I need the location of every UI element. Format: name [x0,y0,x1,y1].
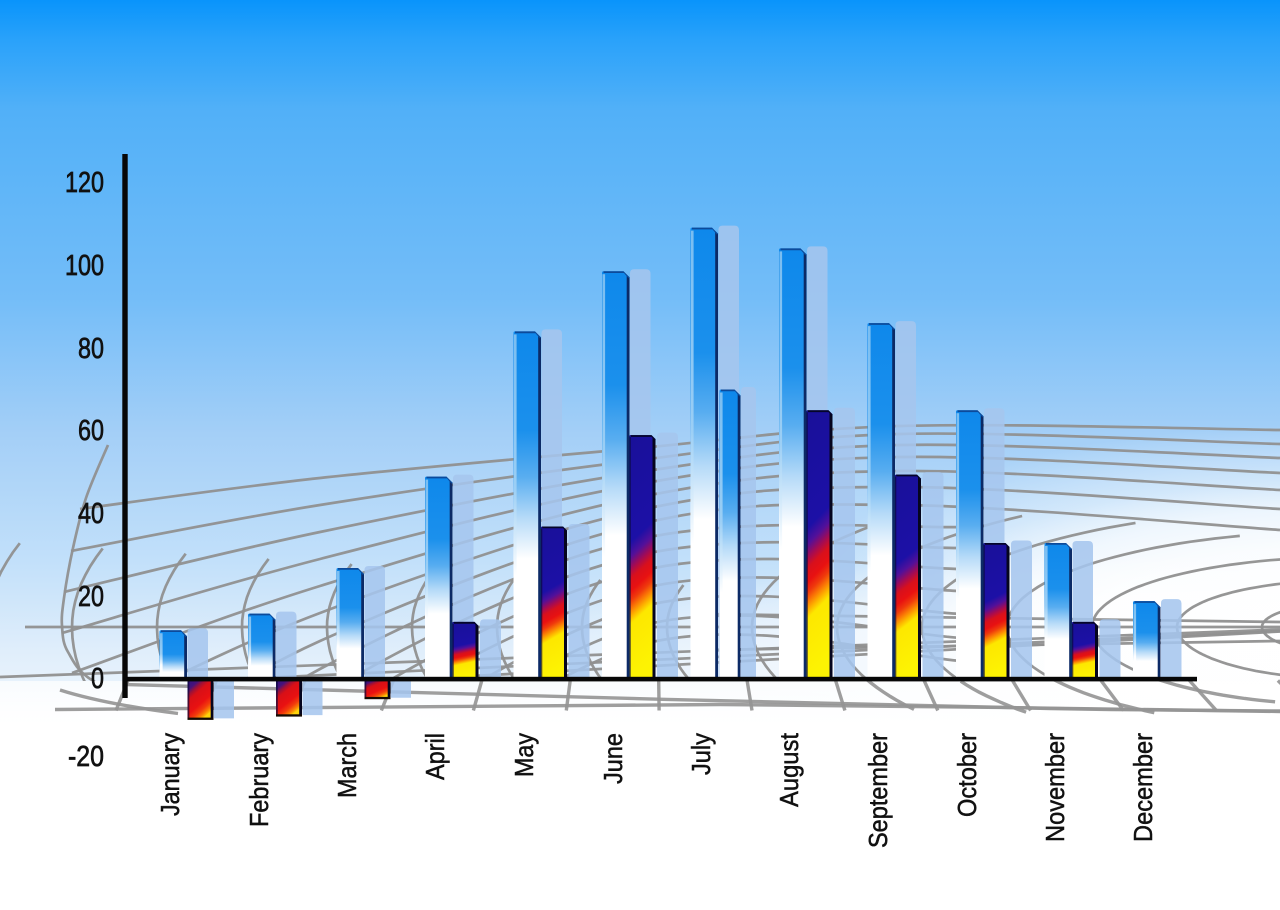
svg-text:60: 60 [78,415,104,447]
svg-text:100: 100 [65,250,104,282]
svg-text:February: February [244,733,274,827]
svg-text:June: June [598,733,628,784]
svg-text:July: July [686,733,716,775]
svg-text:-20: -20 [68,741,104,773]
svg-text:September: September [863,733,893,848]
svg-text:November: November [1040,733,1070,842]
svg-text:0: 0 [91,663,104,695]
svg-text:40: 40 [78,498,104,530]
svg-text:20: 20 [78,581,104,613]
svg-text:March: March [332,733,362,798]
svg-text:120: 120 [65,167,104,199]
svg-text:October: October [952,733,982,817]
svg-text:August: August [774,732,804,807]
svg-text:April: April [420,733,450,780]
svg-text:80: 80 [78,333,104,365]
svg-text:January: January [155,733,185,816]
svg-text:May: May [509,733,539,777]
svg-text:December: December [1128,733,1158,842]
